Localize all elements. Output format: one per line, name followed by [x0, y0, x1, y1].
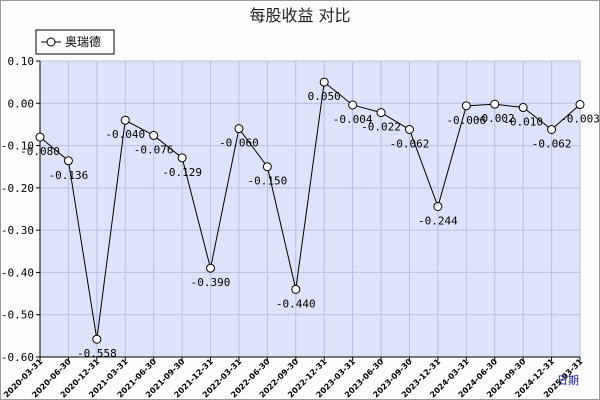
data-point-marker[interactable]	[376, 108, 386, 118]
y-tick-label: -0.50	[1, 309, 34, 322]
data-point-marker[interactable]	[234, 124, 244, 134]
data-label: -0.062	[390, 138, 430, 151]
data-label: -0.006	[446, 114, 486, 127]
series-line	[39, 81, 581, 340]
data-point-marker[interactable]	[35, 132, 45, 142]
series-polyline	[39, 81, 581, 340]
data-point-marker[interactable]	[518, 103, 528, 113]
data-point-marker[interactable]	[291, 284, 301, 294]
plot-area	[40, 61, 580, 357]
data-label: -0.440	[276, 297, 316, 310]
data-point-marker[interactable]	[63, 156, 73, 166]
y-tick-label: -0.20	[1, 182, 34, 195]
data-point-marker[interactable]	[490, 99, 500, 109]
data-label: -0.244	[418, 214, 458, 227]
data-label: -0.150	[247, 175, 287, 188]
chart-title: 每股收益 对比	[249, 6, 350, 25]
data-point-marker[interactable]	[206, 263, 216, 273]
y-tick-label: -0.30	[1, 224, 34, 237]
data-label: -0.558	[77, 347, 117, 360]
data-point-marker[interactable]	[348, 100, 358, 110]
series-markers	[35, 77, 585, 344]
data-point-marker[interactable]	[262, 162, 272, 172]
axes	[39, 61, 580, 358]
data-point-marker[interactable]	[433, 201, 443, 211]
data-label: -0.062	[532, 138, 572, 151]
y-tick-label: -0.10	[1, 140, 34, 153]
data-label: -0.004	[333, 113, 373, 126]
grid-lines	[39, 60, 581, 358]
data-point-marker[interactable]	[319, 77, 329, 87]
legend-marker-icon	[46, 37, 56, 47]
data-point-marker[interactable]	[404, 125, 414, 135]
legend-entry: 奥瑞德	[65, 34, 101, 49]
data-label: -0.129	[162, 166, 202, 179]
y-tick-label: 0.10	[8, 55, 35, 68]
data-label: -0.022	[361, 121, 401, 134]
x-axis-ticks: 2020-03-312020-06-302020-12-312021-03-31…	[2, 357, 585, 400]
data-labels: -0.080 -0.136 -0.558 -0.040 -0.076 -0.129 -0.3…	[20, 90, 600, 360]
data-label: -0.003	[560, 113, 600, 126]
data-label: -0.060	[219, 137, 259, 150]
y-tick-label: -0.40	[1, 266, 34, 279]
data-label: -0.040	[105, 128, 145, 141]
data-point-marker[interactable]	[92, 334, 102, 344]
data-point-marker[interactable]	[575, 100, 585, 110]
data-label: -0.010	[503, 116, 543, 129]
y-tick-label: -0.60	[1, 351, 34, 364]
data-label: -0.080	[20, 145, 60, 158]
data-point-marker[interactable]	[120, 115, 130, 125]
data-label: -0.076	[134, 143, 174, 156]
data-point-marker[interactable]	[547, 125, 557, 135]
data-label: -0.002	[475, 112, 515, 125]
legend[interactable]: 奥瑞德	[35, 29, 115, 55]
x-axis-label: 日期	[557, 374, 579, 387]
data-label: -0.390	[191, 276, 231, 289]
data-point-marker[interactable]	[149, 130, 159, 140]
data-point-marker[interactable]	[461, 101, 471, 111]
data-label: 0.050	[308, 90, 341, 103]
data-label: -0.136	[49, 169, 89, 182]
y-tick-label: 0.00	[8, 97, 35, 110]
data-point-marker[interactable]	[177, 153, 187, 163]
y-axis-ticks: 0.10 0.00 -0.10 -0.20 -0.30 -0.40 -0.50 -0.60	[1, 55, 40, 364]
